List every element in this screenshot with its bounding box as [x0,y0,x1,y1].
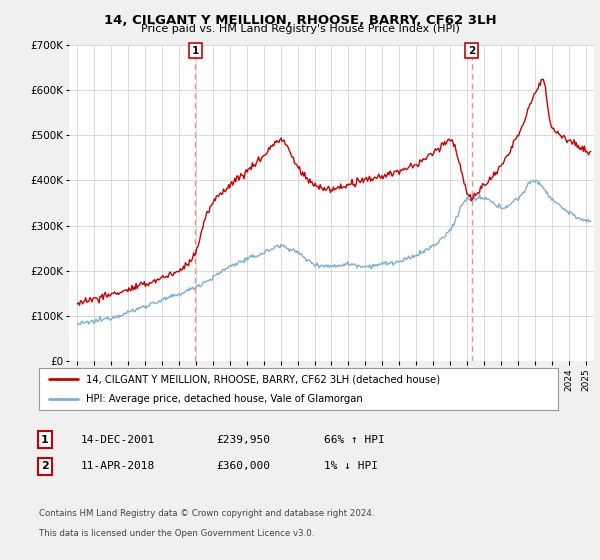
Text: 2: 2 [41,461,49,472]
Text: £239,950: £239,950 [216,435,270,445]
Text: Contains HM Land Registry data © Crown copyright and database right 2024.: Contains HM Land Registry data © Crown c… [39,509,374,518]
Text: This data is licensed under the Open Government Licence v3.0.: This data is licensed under the Open Gov… [39,529,314,538]
Text: HPI: Average price, detached house, Vale of Glamorgan: HPI: Average price, detached house, Vale… [86,394,362,404]
Text: 66% ↑ HPI: 66% ↑ HPI [324,435,385,445]
Text: 1% ↓ HPI: 1% ↓ HPI [324,461,378,472]
Text: 14, CILGANT Y MEILLION, RHOOSE, BARRY, CF62 3LH: 14, CILGANT Y MEILLION, RHOOSE, BARRY, C… [104,14,496,27]
Text: 14-DEC-2001: 14-DEC-2001 [81,435,155,445]
Text: 11-APR-2018: 11-APR-2018 [81,461,155,472]
Text: £360,000: £360,000 [216,461,270,472]
Text: 14, CILGANT Y MEILLION, RHOOSE, BARRY, CF62 3LH (detached house): 14, CILGANT Y MEILLION, RHOOSE, BARRY, C… [86,374,440,384]
Text: 2: 2 [468,46,475,55]
Text: Price paid vs. HM Land Registry's House Price Index (HPI): Price paid vs. HM Land Registry's House … [140,24,460,34]
Text: 1: 1 [41,435,49,445]
Text: 1: 1 [192,46,199,55]
